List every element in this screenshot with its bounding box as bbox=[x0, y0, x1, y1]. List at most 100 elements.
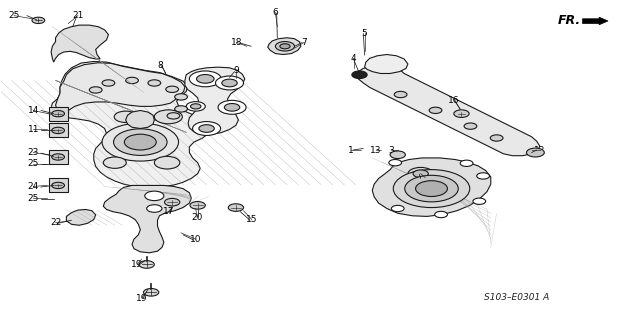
Circle shape bbox=[175, 106, 188, 112]
Circle shape bbox=[114, 111, 137, 122]
Polygon shape bbox=[357, 65, 540, 156]
Circle shape bbox=[193, 122, 221, 136]
Circle shape bbox=[429, 107, 442, 114]
Circle shape bbox=[199, 125, 214, 132]
Circle shape bbox=[477, 173, 490, 179]
Circle shape bbox=[125, 77, 138, 84]
Circle shape bbox=[102, 123, 179, 161]
Text: 25: 25 bbox=[28, 194, 39, 203]
Circle shape bbox=[148, 80, 161, 86]
Text: 25: 25 bbox=[8, 11, 20, 20]
Circle shape bbox=[32, 17, 45, 24]
Circle shape bbox=[190, 202, 205, 209]
Text: FR.: FR. bbox=[558, 14, 581, 27]
Text: 22: 22 bbox=[50, 218, 61, 227]
Text: 15: 15 bbox=[246, 215, 257, 224]
Text: 12: 12 bbox=[534, 145, 545, 154]
Text: 19: 19 bbox=[131, 260, 143, 269]
Polygon shape bbox=[49, 178, 68, 192]
Text: 11: 11 bbox=[28, 125, 39, 134]
Circle shape bbox=[415, 181, 447, 197]
Circle shape bbox=[102, 80, 115, 86]
Circle shape bbox=[473, 198, 486, 204]
Text: 5: 5 bbox=[362, 28, 367, 38]
Circle shape bbox=[460, 160, 473, 167]
Circle shape bbox=[164, 198, 180, 206]
Text: 23: 23 bbox=[28, 148, 39, 157]
Circle shape bbox=[147, 205, 162, 212]
Text: 25: 25 bbox=[28, 159, 39, 168]
Text: 19: 19 bbox=[136, 293, 147, 302]
Circle shape bbox=[189, 71, 221, 87]
Circle shape bbox=[490, 135, 503, 141]
Circle shape bbox=[166, 86, 179, 93]
Text: 16: 16 bbox=[448, 96, 460, 105]
Circle shape bbox=[52, 127, 65, 134]
Circle shape bbox=[389, 160, 401, 166]
Polygon shape bbox=[67, 210, 96, 225]
Circle shape bbox=[191, 104, 201, 109]
Circle shape bbox=[413, 170, 428, 178]
Circle shape bbox=[275, 41, 294, 51]
Circle shape bbox=[175, 94, 188, 100]
Polygon shape bbox=[365, 55, 408, 73]
Text: 14: 14 bbox=[28, 106, 39, 115]
Polygon shape bbox=[268, 38, 301, 55]
Circle shape bbox=[408, 167, 433, 180]
Polygon shape bbox=[49, 150, 68, 164]
Circle shape bbox=[392, 205, 404, 212]
Polygon shape bbox=[372, 158, 491, 216]
Circle shape bbox=[154, 156, 180, 169]
Circle shape bbox=[394, 91, 407, 98]
Text: 9: 9 bbox=[233, 66, 239, 76]
Text: 13: 13 bbox=[371, 145, 382, 154]
Text: 24: 24 bbox=[28, 182, 39, 191]
Text: 17: 17 bbox=[163, 207, 174, 216]
Circle shape bbox=[222, 79, 237, 87]
Circle shape bbox=[527, 148, 544, 157]
Circle shape bbox=[113, 129, 167, 155]
Text: 10: 10 bbox=[190, 235, 202, 244]
Circle shape bbox=[52, 110, 65, 117]
Circle shape bbox=[435, 211, 447, 218]
Polygon shape bbox=[49, 123, 68, 137]
Circle shape bbox=[52, 154, 65, 160]
Circle shape bbox=[139, 261, 154, 268]
Polygon shape bbox=[56, 63, 185, 115]
Circle shape bbox=[218, 100, 246, 114]
Circle shape bbox=[454, 110, 469, 117]
Circle shape bbox=[90, 87, 102, 93]
Circle shape bbox=[352, 71, 367, 78]
Text: 7: 7 bbox=[301, 38, 307, 47]
Text: 20: 20 bbox=[191, 212, 203, 222]
Circle shape bbox=[143, 288, 159, 296]
Circle shape bbox=[390, 151, 405, 159]
Circle shape bbox=[228, 204, 244, 211]
Circle shape bbox=[52, 182, 65, 189]
Text: 4: 4 bbox=[351, 54, 356, 63]
Text: 3: 3 bbox=[388, 145, 394, 154]
Text: S103–E0301 A: S103–E0301 A bbox=[484, 293, 549, 301]
Circle shape bbox=[196, 75, 214, 83]
Circle shape bbox=[154, 110, 182, 124]
Circle shape bbox=[394, 170, 470, 208]
Polygon shape bbox=[51, 62, 212, 187]
Text: 2: 2 bbox=[418, 169, 424, 178]
Text: 21: 21 bbox=[72, 11, 84, 20]
Polygon shape bbox=[103, 185, 191, 253]
Text: 1: 1 bbox=[348, 145, 353, 154]
Circle shape bbox=[124, 134, 156, 150]
Circle shape bbox=[404, 175, 458, 202]
Circle shape bbox=[145, 191, 164, 201]
Polygon shape bbox=[185, 67, 245, 134]
Text: 8: 8 bbox=[158, 61, 164, 70]
Circle shape bbox=[103, 157, 126, 168]
Text: 18: 18 bbox=[232, 38, 243, 47]
Polygon shape bbox=[125, 110, 154, 129]
Circle shape bbox=[280, 44, 290, 49]
Circle shape bbox=[464, 123, 477, 129]
Circle shape bbox=[186, 102, 205, 111]
Polygon shape bbox=[582, 17, 608, 25]
Polygon shape bbox=[49, 107, 68, 121]
Polygon shape bbox=[51, 25, 108, 62]
